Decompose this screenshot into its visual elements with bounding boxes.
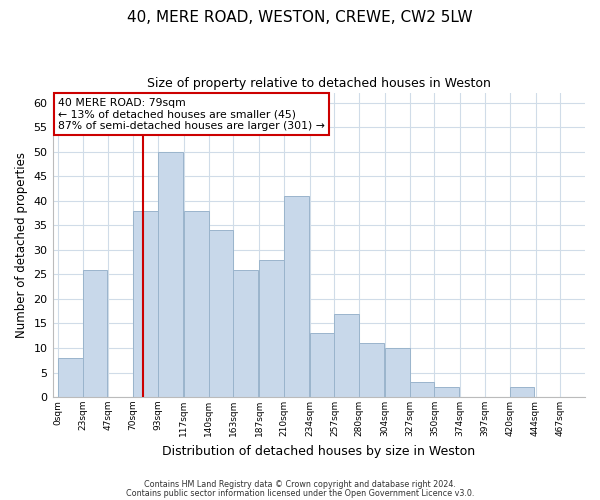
- X-axis label: Distribution of detached houses by size in Weston: Distribution of detached houses by size …: [162, 444, 475, 458]
- Bar: [259, 260, 284, 397]
- Title: Size of property relative to detached houses in Weston: Size of property relative to detached ho…: [147, 78, 491, 90]
- Bar: [83, 270, 107, 397]
- Bar: [510, 387, 535, 397]
- Bar: [359, 343, 384, 397]
- Bar: [410, 382, 434, 397]
- Text: Contains HM Land Registry data © Crown copyright and database right 2024.: Contains HM Land Registry data © Crown c…: [144, 480, 456, 489]
- Bar: [334, 314, 359, 397]
- Bar: [284, 196, 308, 397]
- Bar: [58, 358, 83, 397]
- Bar: [133, 210, 158, 397]
- Bar: [434, 387, 459, 397]
- Text: 40, MERE ROAD, WESTON, CREWE, CW2 5LW: 40, MERE ROAD, WESTON, CREWE, CW2 5LW: [127, 10, 473, 25]
- Y-axis label: Number of detached properties: Number of detached properties: [15, 152, 28, 338]
- Bar: [158, 152, 182, 397]
- Text: Contains public sector information licensed under the Open Government Licence v3: Contains public sector information licen…: [126, 490, 474, 498]
- Bar: [233, 270, 258, 397]
- Bar: [184, 210, 209, 397]
- Bar: [209, 230, 233, 397]
- Bar: [310, 334, 334, 397]
- Text: 40 MERE ROAD: 79sqm
← 13% of detached houses are smaller (45)
87% of semi-detach: 40 MERE ROAD: 79sqm ← 13% of detached ho…: [58, 98, 325, 131]
- Bar: [385, 348, 410, 397]
